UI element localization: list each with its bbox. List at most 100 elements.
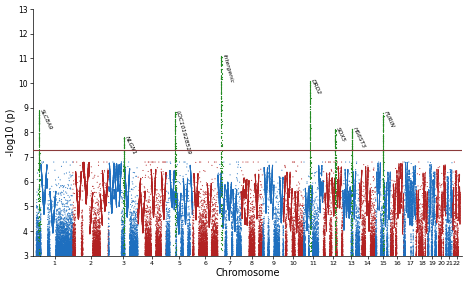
Point bbox=[156, 224, 164, 229]
Point bbox=[60, 192, 67, 197]
Point bbox=[53, 220, 60, 224]
Point bbox=[452, 187, 460, 192]
Point bbox=[228, 220, 235, 225]
Point bbox=[380, 250, 387, 254]
Point bbox=[176, 217, 183, 222]
Point bbox=[120, 146, 128, 151]
Point bbox=[207, 201, 214, 206]
Point bbox=[307, 224, 314, 228]
Point bbox=[187, 172, 195, 177]
Point bbox=[200, 247, 208, 252]
Point bbox=[424, 252, 431, 257]
Point bbox=[263, 168, 271, 172]
Point bbox=[145, 245, 153, 249]
Point bbox=[403, 189, 410, 194]
Point bbox=[124, 211, 131, 216]
Point bbox=[428, 214, 436, 218]
Point bbox=[285, 208, 292, 213]
Point bbox=[209, 203, 217, 207]
Point bbox=[177, 241, 185, 245]
Point bbox=[122, 189, 130, 194]
Point bbox=[318, 185, 326, 189]
Point bbox=[191, 189, 198, 193]
Point bbox=[315, 184, 323, 189]
Point bbox=[249, 241, 256, 245]
Point bbox=[151, 189, 159, 193]
Point bbox=[405, 195, 412, 200]
Point bbox=[90, 243, 98, 248]
Point bbox=[331, 181, 339, 185]
Point bbox=[341, 189, 349, 193]
Point bbox=[369, 249, 376, 254]
Point bbox=[347, 193, 355, 198]
Point bbox=[294, 190, 302, 194]
Point bbox=[405, 206, 412, 211]
Point bbox=[448, 171, 455, 176]
Point bbox=[270, 239, 278, 243]
Point bbox=[322, 205, 329, 209]
Point bbox=[80, 170, 88, 175]
Point bbox=[122, 191, 130, 196]
Point bbox=[53, 248, 61, 252]
Point bbox=[109, 190, 117, 195]
Point bbox=[434, 182, 441, 186]
Point bbox=[436, 243, 444, 247]
Point bbox=[291, 242, 299, 246]
Point bbox=[337, 184, 344, 189]
Point bbox=[374, 203, 381, 208]
Point bbox=[413, 191, 420, 196]
Point bbox=[414, 207, 422, 211]
Point bbox=[278, 212, 285, 217]
Point bbox=[427, 187, 435, 191]
Point bbox=[237, 237, 245, 241]
Point bbox=[111, 189, 118, 194]
Point bbox=[109, 187, 117, 192]
Point bbox=[272, 249, 280, 253]
Point bbox=[120, 164, 128, 168]
Point bbox=[380, 157, 387, 162]
Point bbox=[333, 244, 340, 248]
Point bbox=[161, 203, 168, 207]
Point bbox=[259, 248, 267, 252]
Point bbox=[313, 237, 321, 241]
Point bbox=[160, 207, 167, 212]
Point bbox=[152, 199, 160, 204]
Point bbox=[66, 242, 73, 247]
Point bbox=[205, 219, 213, 224]
Point bbox=[153, 252, 160, 256]
Point bbox=[263, 203, 270, 207]
Point bbox=[166, 240, 174, 245]
Point bbox=[314, 251, 322, 256]
Point bbox=[36, 239, 44, 243]
Point bbox=[193, 199, 201, 203]
Point bbox=[120, 236, 128, 241]
Point bbox=[435, 239, 442, 244]
Point bbox=[244, 202, 252, 207]
Point bbox=[289, 249, 297, 253]
Point bbox=[155, 252, 163, 256]
Point bbox=[415, 196, 422, 200]
Point bbox=[409, 217, 416, 222]
Point bbox=[270, 192, 277, 197]
Point bbox=[108, 206, 116, 211]
Point bbox=[60, 251, 67, 256]
Point bbox=[308, 184, 316, 189]
Point bbox=[273, 247, 280, 251]
Point bbox=[231, 229, 239, 234]
Point bbox=[300, 253, 307, 258]
Point bbox=[78, 170, 85, 174]
Point bbox=[220, 210, 227, 215]
Point bbox=[289, 245, 297, 249]
Point bbox=[176, 216, 183, 221]
Point bbox=[454, 253, 462, 257]
Point bbox=[48, 206, 55, 210]
Point bbox=[340, 218, 347, 222]
Point bbox=[86, 220, 94, 225]
Point bbox=[201, 245, 208, 249]
Point bbox=[352, 171, 359, 176]
Point bbox=[58, 248, 66, 252]
Point bbox=[356, 252, 363, 256]
Point bbox=[309, 227, 317, 232]
Point bbox=[402, 209, 410, 214]
Point bbox=[171, 206, 178, 210]
